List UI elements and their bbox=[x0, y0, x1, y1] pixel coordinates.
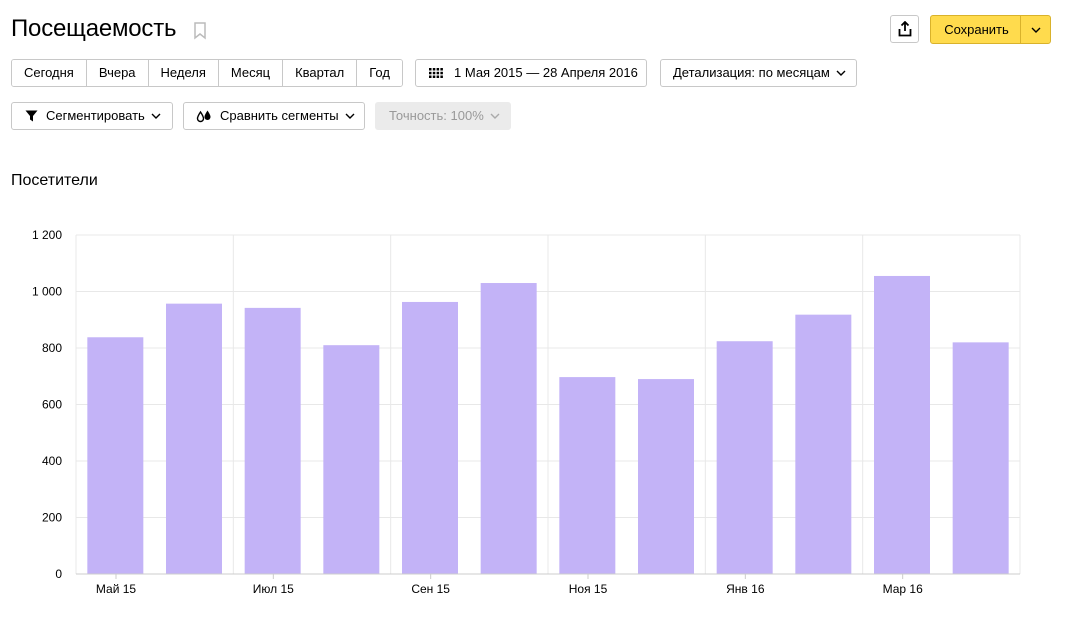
segment-button[interactable]: Сегментировать bbox=[11, 102, 173, 130]
y-tick-label: 200 bbox=[42, 511, 62, 525]
bar[interactable] bbox=[716, 341, 773, 574]
accuracy-select: Точность: 100% bbox=[375, 102, 511, 130]
detail-label: Детализация: по месяцам bbox=[673, 65, 830, 80]
x-tick-label: Сен 15 bbox=[411, 582, 450, 596]
share-button[interactable] bbox=[890, 15, 919, 43]
period-yesterday[interactable]: Вчера bbox=[86, 60, 149, 86]
bar[interactable] bbox=[952, 342, 1009, 574]
accuracy-label: Точность: 100% bbox=[389, 108, 484, 123]
share-icon bbox=[898, 21, 911, 37]
y-tick-label: 800 bbox=[42, 341, 62, 355]
chevron-down-icon bbox=[151, 113, 161, 119]
x-tick-label: Май 15 bbox=[96, 582, 137, 596]
bar[interactable] bbox=[874, 275, 930, 574]
compare-segments-button[interactable]: Сравнить сегменты bbox=[183, 102, 365, 130]
page-title: Посещаемость bbox=[11, 15, 177, 42]
bar[interactable] bbox=[795, 314, 852, 574]
chevron-down-icon bbox=[1031, 27, 1040, 33]
bar[interactable] bbox=[480, 283, 537, 574]
section-title: Посетители bbox=[11, 172, 98, 189]
y-tick-label: 400 bbox=[42, 454, 62, 468]
chart-bars bbox=[87, 275, 1009, 574]
bar[interactable] bbox=[166, 303, 222, 574]
detail-select[interactable]: Детализация: по месяцам bbox=[660, 59, 857, 87]
bar[interactable] bbox=[559, 377, 616, 574]
chart-grid bbox=[75, 234, 1021, 575]
visitors-chart: 0 200 400 600 800 1 000 1 200 Май 15 Июл 15 Сен … bbox=[32, 228, 1021, 596]
chevron-down-icon bbox=[490, 113, 500, 119]
save-button-group: Сохранить bbox=[930, 15, 1051, 44]
y-tick-label: 600 bbox=[42, 398, 62, 412]
bar[interactable] bbox=[323, 345, 380, 574]
bar[interactable] bbox=[244, 307, 301, 574]
period-week[interactable]: Неделя bbox=[148, 60, 219, 86]
period-year[interactable]: Год bbox=[357, 60, 402, 86]
bookmark-icon[interactable] bbox=[193, 22, 207, 40]
calendar-icon bbox=[429, 68, 443, 78]
y-tick-label: 1 000 bbox=[32, 285, 62, 299]
chevron-down-icon bbox=[836, 70, 846, 76]
compare-segments-label: Сравнить сегменты bbox=[220, 108, 339, 123]
period-selector: Сегодня Вчера Неделя Месяц Квартал Год bbox=[11, 59, 403, 87]
x-tick-label: Июл 15 bbox=[253, 582, 294, 596]
date-range-picker[interactable]: 1 Мая 2015 — 28 Апреля 2016 bbox=[415, 59, 647, 87]
x-tick-label: Ноя 15 bbox=[569, 582, 608, 596]
x-axis: Май 15 Июл 15 Сен 15 Ноя 15 Янв 16 Мар 16 bbox=[76, 573, 1020, 596]
period-month[interactable]: Месяц bbox=[218, 60, 284, 86]
filter-icon bbox=[25, 110, 38, 122]
x-tick-label: Янв 16 bbox=[726, 582, 765, 596]
y-tick-label: 1 200 bbox=[32, 228, 62, 242]
drops-icon bbox=[196, 110, 211, 122]
y-tick-label: 0 bbox=[55, 567, 62, 581]
x-tick-label: Мар 16 bbox=[883, 582, 923, 596]
period-today[interactable]: Сегодня bbox=[12, 60, 87, 86]
segment-label: Сегментировать bbox=[46, 108, 145, 123]
y-axis: 0 200 400 600 800 1 000 1 200 bbox=[32, 228, 62, 581]
save-button[interactable]: Сохранить bbox=[944, 22, 1009, 37]
date-range-label: 1 Мая 2015 — 28 Апреля 2016 bbox=[454, 65, 638, 80]
bar[interactable] bbox=[638, 379, 694, 574]
chevron-down-icon bbox=[345, 113, 355, 119]
save-dropdown-button[interactable] bbox=[1020, 16, 1050, 43]
bar[interactable] bbox=[402, 301, 458, 574]
period-quarter[interactable]: Квартал bbox=[283, 60, 358, 86]
bar[interactable] bbox=[87, 337, 144, 574]
